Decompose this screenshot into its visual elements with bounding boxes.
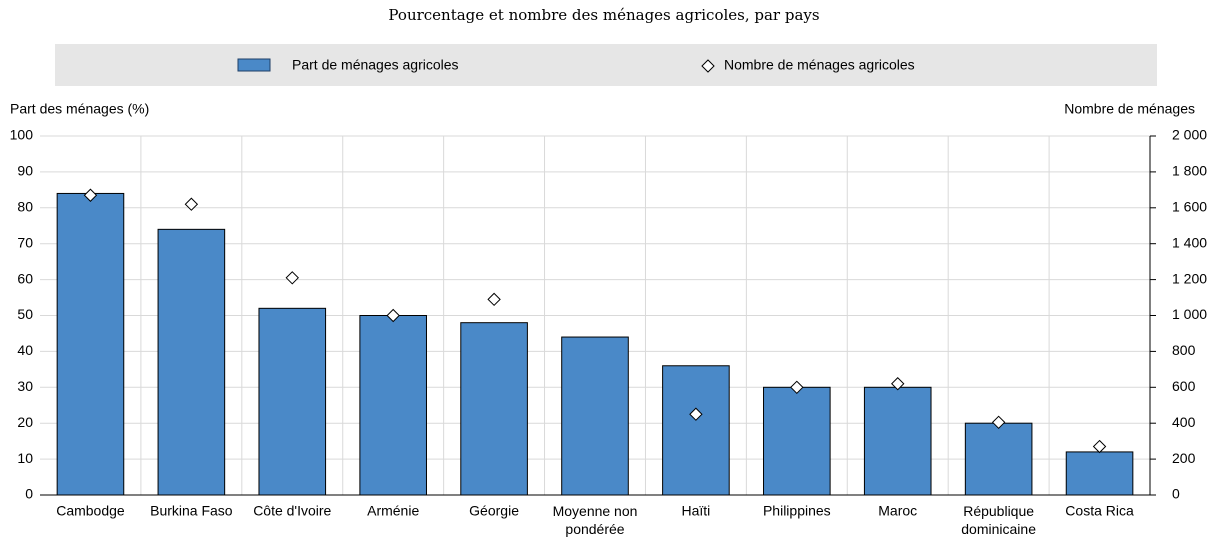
y2-tick-label: 2 000 <box>1172 127 1207 143</box>
bar <box>258 307 327 496</box>
y-tick-label: 70 <box>17 234 33 250</box>
x-tick-label: Burkina Faso <box>150 503 233 519</box>
y-tick-label: 50 <box>17 306 33 322</box>
y-tick-label: 20 <box>17 414 33 430</box>
marker <box>1092 439 1107 454</box>
y-tick-label: 0 <box>25 486 33 502</box>
legend-marker <box>701 59 715 73</box>
legend-label: Part de ménages agricoles <box>292 57 459 73</box>
x-tick-label: Haïti <box>682 503 711 519</box>
chart-subtitle: Pourcentage et nombre des ménages agrico… <box>388 6 819 24</box>
x-tick-label: Géorgie <box>469 503 519 519</box>
marker <box>184 197 199 211</box>
marker <box>991 415 1006 430</box>
y2-tick-label: 200 <box>1172 450 1196 466</box>
y-tick-label: 100 <box>10 127 34 143</box>
bar <box>56 192 125 496</box>
marker <box>487 292 501 307</box>
x-tick-label: Arménie <box>367 503 419 519</box>
y-tick-label: 60 <box>17 270 33 286</box>
marker <box>891 377 905 391</box>
legend-label: Nombre de ménages agricoles <box>724 57 915 73</box>
y-tick-label: 90 <box>17 163 33 179</box>
x-tick-label: Moyenne non pondérée <box>553 503 638 537</box>
legend-swatch <box>237 58 271 72</box>
y2-tick-label: 400 <box>1172 414 1196 430</box>
x-tick-label: Philippines <box>763 503 831 519</box>
y2-axis-label: Nombre de ménages <box>1064 101 1195 117</box>
y2-tick-label: 1 000 <box>1172 306 1207 322</box>
bar <box>561 336 629 496</box>
x-tick-label: Côte d'Ivoire <box>253 503 331 519</box>
legend-box <box>55 44 1157 86</box>
marker <box>386 308 400 323</box>
y2-tick-label: 1 200 <box>1172 270 1207 286</box>
y-axis-label: Part des ménages (%) <box>10 101 149 117</box>
marker <box>689 407 703 421</box>
bar <box>359 315 427 496</box>
y2-tick-label: 0 <box>1172 486 1180 502</box>
y2-tick-label: 800 <box>1172 342 1196 358</box>
marker <box>285 271 299 285</box>
y2-tick-label: 600 <box>1172 378 1196 394</box>
marker <box>83 188 98 202</box>
y-tick-label: 80 <box>17 199 33 215</box>
bar <box>863 386 932 496</box>
marker <box>790 380 804 395</box>
x-tick-label: République dominicaine <box>961 503 1036 537</box>
x-tick-label: Costa Rica <box>1065 503 1134 519</box>
y2-tick-label: 1 600 <box>1172 199 1207 215</box>
bar <box>662 365 730 496</box>
bar <box>157 228 226 496</box>
y2-tick-label: 1 400 <box>1172 234 1207 250</box>
x-tick-label: Cambodge <box>56 503 125 519</box>
bar <box>964 422 1033 496</box>
bar <box>1065 451 1134 496</box>
x-tick-label: Maroc <box>878 503 917 519</box>
bar <box>763 386 831 496</box>
y2-tick-label: 1 800 <box>1172 163 1207 179</box>
y-tick-label: 10 <box>17 450 33 466</box>
y-tick-label: 30 <box>17 378 33 394</box>
bar <box>460 322 528 496</box>
y-tick-label: 40 <box>17 342 33 358</box>
